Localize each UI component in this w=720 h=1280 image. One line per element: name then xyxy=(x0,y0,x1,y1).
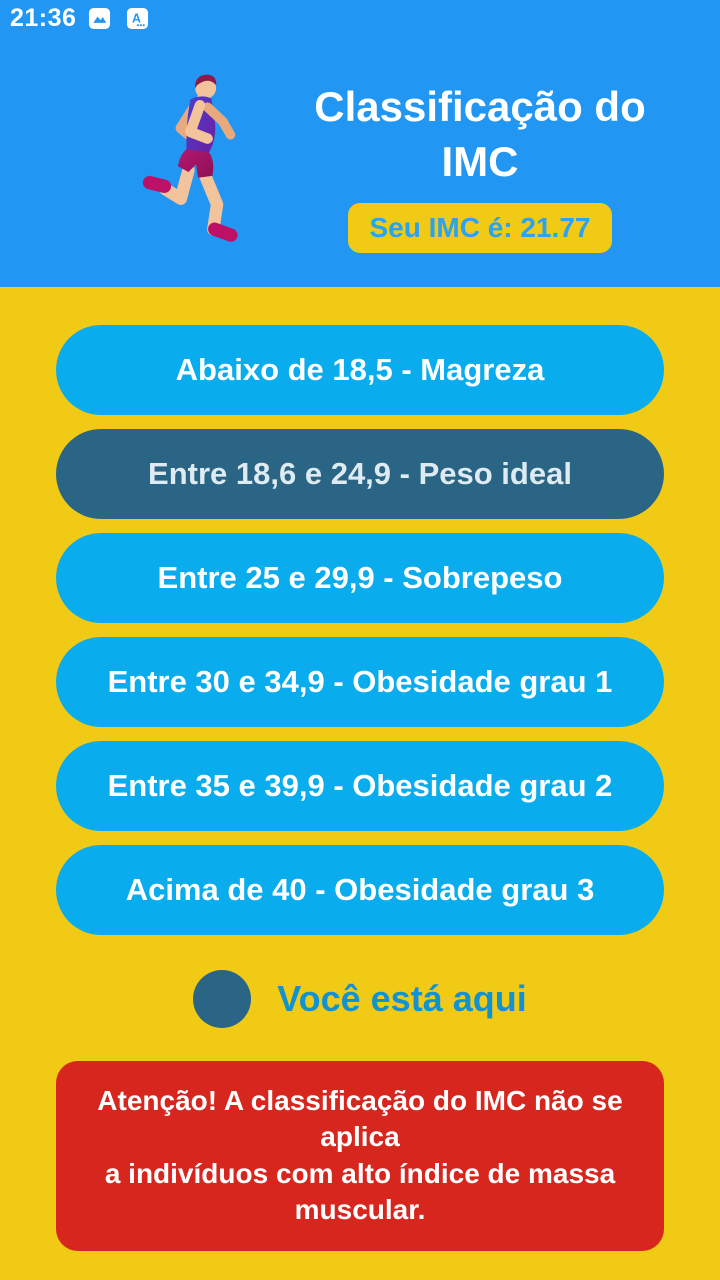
classification-pill: Entre 25 e 29,9 - Sobrepeso xyxy=(56,533,664,623)
classification-pill-label: Entre 35 e 39,9 - Obesidade grau 2 xyxy=(107,768,613,803)
warning-text-line: Atenção! A classificação do IMC não se a… xyxy=(97,1085,623,1153)
classification-pill-active: Entre 18,6 e 24,9 - Peso ideal xyxy=(56,429,664,519)
page-title: Classificação do IMC xyxy=(314,83,646,185)
classification-pill-label: Entre 30 e 34,9 - Obesidade grau 1 xyxy=(107,664,613,699)
status-bar: 21:36 A xyxy=(0,0,720,36)
classification-pill-label: Entre 18,6 e 24,9 - Peso ideal xyxy=(148,456,572,491)
classification-pill-label: Abaixo de 18,5 - Magreza xyxy=(175,352,545,387)
warning-text-line: a indivíduos com alto índice de massa xyxy=(104,1157,616,1189)
letter-a-notification-icon: A xyxy=(127,7,149,29)
warning-text-line: muscular. xyxy=(294,1194,426,1226)
legend-marker-dot xyxy=(193,970,252,1028)
legend: Você está aqui xyxy=(0,970,720,1028)
legend-label: Você está aqui xyxy=(277,978,527,1019)
warning-box: Atenção! A classificação do IMC não se a… xyxy=(56,1061,664,1251)
classification-list: Abaixo de 18,5 - Magreza Entre 18,6 e 24… xyxy=(0,287,720,935)
image-notification-icon xyxy=(89,7,111,29)
classification-pill-label: Acima de 40 - Obesidade grau 3 xyxy=(125,872,595,907)
header-text: Classificação do IMC Seu IMC é: 21.77 xyxy=(240,80,720,254)
classification-pill: Acima de 40 - Obesidade grau 3 xyxy=(56,845,664,935)
imc-result-badge: Seu IMC é: 21.77 xyxy=(347,203,613,254)
classification-pill: Entre 35 e 39,9 - Obesidade grau 2 xyxy=(56,741,664,831)
classification-pill: Abaixo de 18,5 - Magreza xyxy=(56,325,664,415)
status-notification-icons: A xyxy=(88,7,149,30)
svg-text:A: A xyxy=(133,11,142,25)
header-main: Classificação do IMC Seu IMC é: 21.77 xyxy=(0,36,720,258)
classification-pill-label: Entre 25 e 29,9 - Sobrepeso xyxy=(157,560,563,595)
running-man-illustration xyxy=(142,74,238,242)
status-time: 21:36 xyxy=(10,3,77,32)
classification-pill: Entre 30 e 34,9 - Obesidade grau 1 xyxy=(56,637,664,727)
header: 21:36 A xyxy=(0,0,720,287)
